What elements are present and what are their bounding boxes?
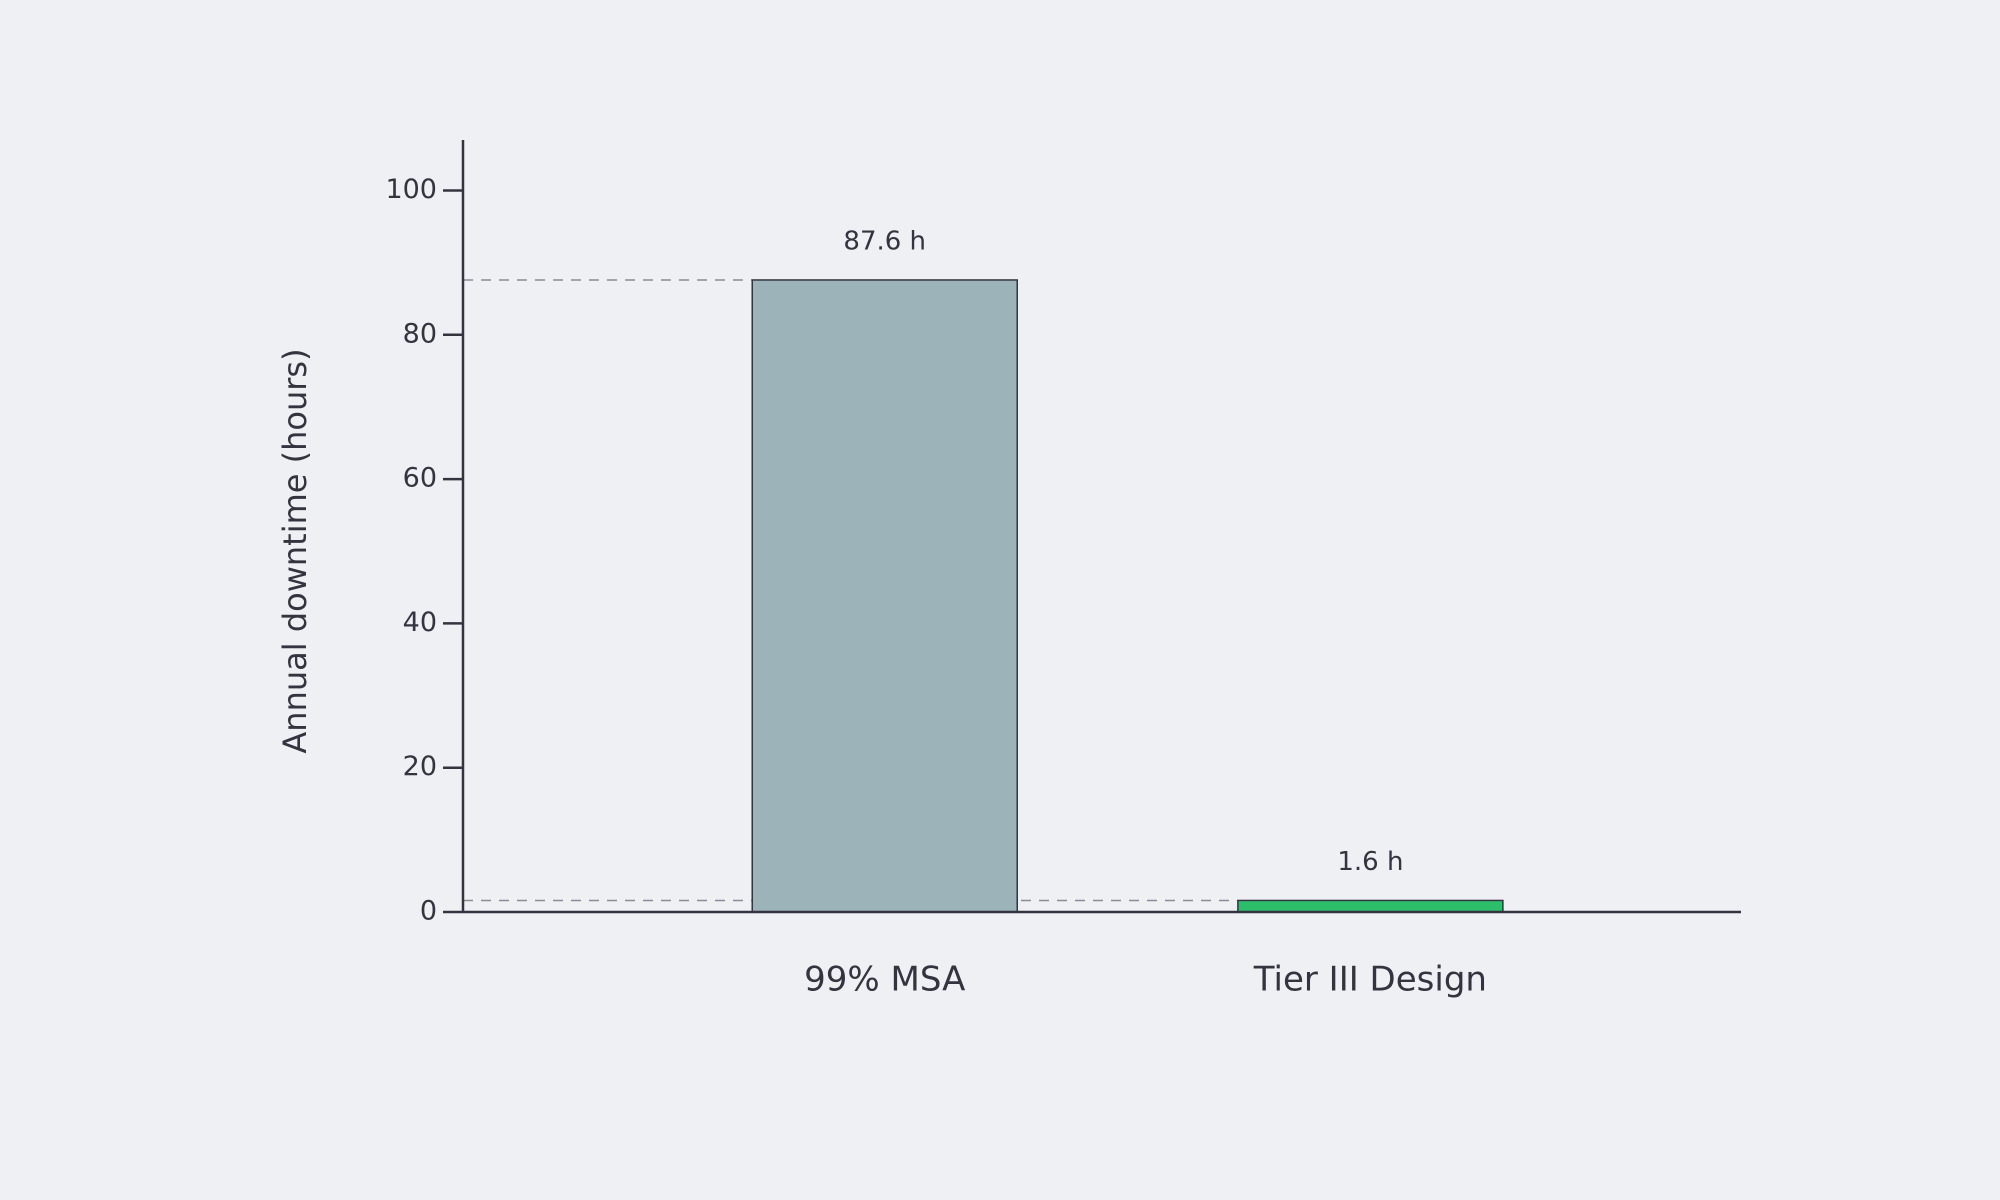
x-tick-label: 99% MSA <box>804 960 965 1000</box>
bar <box>1237 899 1504 913</box>
y-tick-label: 0 <box>420 896 437 927</box>
bar <box>751 279 1018 913</box>
y-tick-label: 20 <box>403 751 437 782</box>
y-tick-label: 60 <box>403 463 437 494</box>
value-label: 87.6 h <box>843 226 926 256</box>
x-tick-label: Tier III Design <box>1253 960 1487 1000</box>
value-label: 1.6 h <box>1337 847 1403 877</box>
y-tick-label: 100 <box>385 174 437 205</box>
y-tick-label: 40 <box>403 607 437 638</box>
y-axis-label: Annual downtime (hours) <box>276 348 314 753</box>
y-tick-label: 80 <box>403 318 437 349</box>
